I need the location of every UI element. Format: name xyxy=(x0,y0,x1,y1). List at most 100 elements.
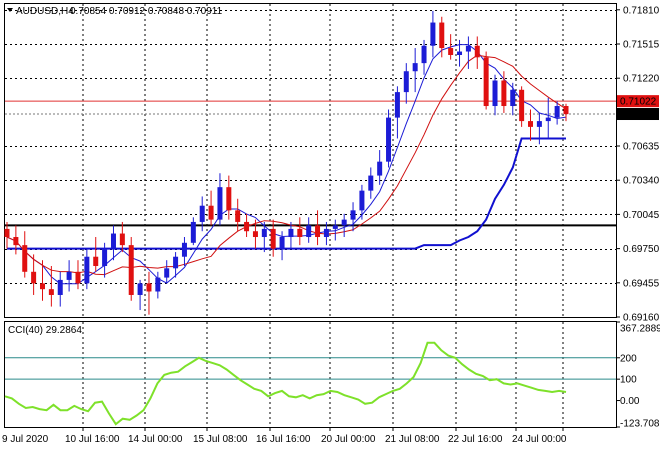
candle xyxy=(350,202,356,232)
cci-panel-frame xyxy=(4,321,617,428)
candle-body xyxy=(93,256,99,266)
candle xyxy=(146,271,152,315)
candle xyxy=(465,36,471,69)
symbol-label: AUDUSD,H4 xyxy=(16,6,74,17)
fast-moving-average-line xyxy=(6,44,567,285)
last-price-tag xyxy=(617,108,659,121)
candle-body xyxy=(48,289,54,295)
time-tick-label: 20 Jul 00:00 xyxy=(321,434,376,445)
candle xyxy=(332,219,338,241)
candle xyxy=(341,213,347,238)
candle-body xyxy=(226,187,232,211)
candle-body xyxy=(315,225,321,238)
candle-body xyxy=(244,221,250,232)
candle xyxy=(270,219,276,257)
candle xyxy=(66,260,72,292)
candle xyxy=(492,74,498,116)
price-tick-label: 0.69455 xyxy=(623,278,660,289)
candle-body xyxy=(528,121,534,127)
candle-body xyxy=(252,231,258,238)
time-tick-label: 21 Jul 08:00 xyxy=(385,434,440,445)
candle xyxy=(510,82,516,116)
time-tick-label: 24 Jul 00:00 xyxy=(512,434,567,445)
collapse-triangle-icon[interactable] xyxy=(7,8,13,12)
candle xyxy=(84,248,90,290)
price-tick-label: 0.70340 xyxy=(623,176,660,187)
candle xyxy=(261,221,267,253)
candle xyxy=(93,237,99,272)
price-tick-label: 0.70045 xyxy=(623,210,660,221)
candle-body xyxy=(261,228,267,238)
price-tick-label: 0.71515 xyxy=(623,39,660,50)
candle xyxy=(501,71,507,113)
candle xyxy=(137,279,143,311)
candle-body xyxy=(4,228,10,238)
candle xyxy=(386,109,392,168)
cci-tick-label: 200 xyxy=(620,353,637,364)
candle xyxy=(359,184,365,220)
candle-body xyxy=(119,233,125,246)
candle-body xyxy=(31,271,37,284)
cci-tick-label: 0.00 xyxy=(620,396,640,407)
candle-body xyxy=(483,57,489,107)
candle-body xyxy=(110,233,116,249)
candle-body xyxy=(13,237,19,246)
candle-body xyxy=(368,175,374,191)
candle-body xyxy=(102,248,108,266)
cci-indicator-label: CCI(40) 29.2864 xyxy=(8,325,82,336)
candle xyxy=(528,109,534,141)
candle xyxy=(4,221,10,249)
candle-body xyxy=(199,205,205,222)
candle xyxy=(394,86,400,139)
candle xyxy=(306,217,312,243)
time-tick-label: 15 Jul 08:00 xyxy=(193,434,248,445)
cci-axis: 367.2889 200 100 0.00 -123.7087 xyxy=(616,321,660,430)
candle-body xyxy=(457,51,463,56)
time-axis[interactable]: 9 Jul 2020 10 Jul 16:00 14 Jul 00:00 15 Jul… xyxy=(2,427,567,445)
candle xyxy=(110,225,116,261)
candle xyxy=(48,265,54,307)
candle xyxy=(39,260,45,301)
candle xyxy=(244,213,250,238)
candle-body xyxy=(306,225,312,238)
resistance-price-tag xyxy=(617,95,659,108)
candle-body xyxy=(536,121,542,127)
cci-line xyxy=(4,341,616,426)
candle xyxy=(474,36,480,69)
candle xyxy=(199,196,205,232)
moving-averages xyxy=(6,44,567,285)
resistance-price-tag-label: 0.71022 xyxy=(620,97,657,108)
candle xyxy=(235,198,241,232)
candle xyxy=(483,51,489,110)
candle xyxy=(226,175,232,220)
candle-body xyxy=(146,283,152,292)
candle xyxy=(554,101,560,125)
price-axis[interactable]: 0.71810 0.71515 0.71220 0.70635 0.70340 0.700… xyxy=(616,5,660,324)
candle-body xyxy=(492,80,498,107)
candlesticks[interactable] xyxy=(4,10,569,315)
candle-body xyxy=(84,256,90,284)
cci-tick-label: 367.2889 xyxy=(620,324,660,335)
cci-series-line xyxy=(4,341,567,426)
candle xyxy=(403,63,409,104)
candle xyxy=(208,190,214,226)
time-tick-label: 22 Jul 16:00 xyxy=(448,434,503,445)
price-tick-label: 0.69750 xyxy=(623,244,660,255)
candle-body xyxy=(421,45,427,64)
candle-body xyxy=(448,48,454,56)
candle-body xyxy=(208,205,214,220)
candle xyxy=(252,219,258,249)
candle-body xyxy=(554,106,560,118)
candle xyxy=(173,252,179,278)
candle xyxy=(519,86,525,127)
candle-body xyxy=(332,225,338,229)
candle xyxy=(457,39,463,67)
candle xyxy=(181,237,187,266)
candle-body xyxy=(66,271,72,280)
candle-body xyxy=(386,117,392,162)
candle-body xyxy=(412,63,418,72)
stop-line-path xyxy=(7,137,566,250)
candle xyxy=(22,231,28,278)
candle-body xyxy=(439,22,445,49)
